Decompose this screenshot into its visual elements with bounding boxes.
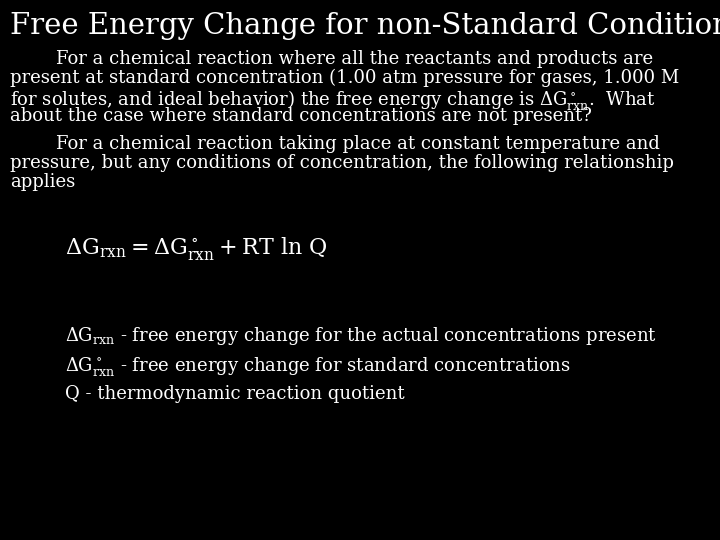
Text: for solutes, and ideal behavior) the free energy change is $\mathregular{\Delta : for solutes, and ideal behavior) the fre… <box>10 88 656 112</box>
Text: Free Energy Change for non-Standard Conditions: Free Energy Change for non-Standard Cond… <box>10 12 720 40</box>
Text: Q - thermodynamic reaction quotient: Q - thermodynamic reaction quotient <box>65 385 405 403</box>
Text: $\mathregular{\Delta G_{rxn} = \Delta G^\circ_{rxn} + RT\ ln\ Q}$: $\mathregular{\Delta G_{rxn} = \Delta G^… <box>65 235 328 262</box>
Text: pressure, but any conditions of concentration, the following relationship: pressure, but any conditions of concentr… <box>10 154 674 172</box>
Text: $\mathregular{\Delta G^\circ_{rxn}}$ - free energy change for standard concentra: $\mathregular{\Delta G^\circ_{rxn}}$ - f… <box>65 355 571 378</box>
Text: $\mathregular{\Delta G_{rxn}}$ - free energy change for the actual concentration: $\mathregular{\Delta G_{rxn}}$ - free en… <box>65 325 657 347</box>
Text: about the case where standard concentrations are not present?: about the case where standard concentrat… <box>10 107 592 125</box>
Text: applies: applies <box>10 173 76 191</box>
Text: For a chemical reaction where all the reactants and products are: For a chemical reaction where all the re… <box>10 50 653 68</box>
Text: present at standard concentration (1.00 atm pressure for gases, 1.000 M: present at standard concentration (1.00 … <box>10 69 679 87</box>
Text: For a chemical reaction taking place at constant temperature and: For a chemical reaction taking place at … <box>10 135 660 153</box>
